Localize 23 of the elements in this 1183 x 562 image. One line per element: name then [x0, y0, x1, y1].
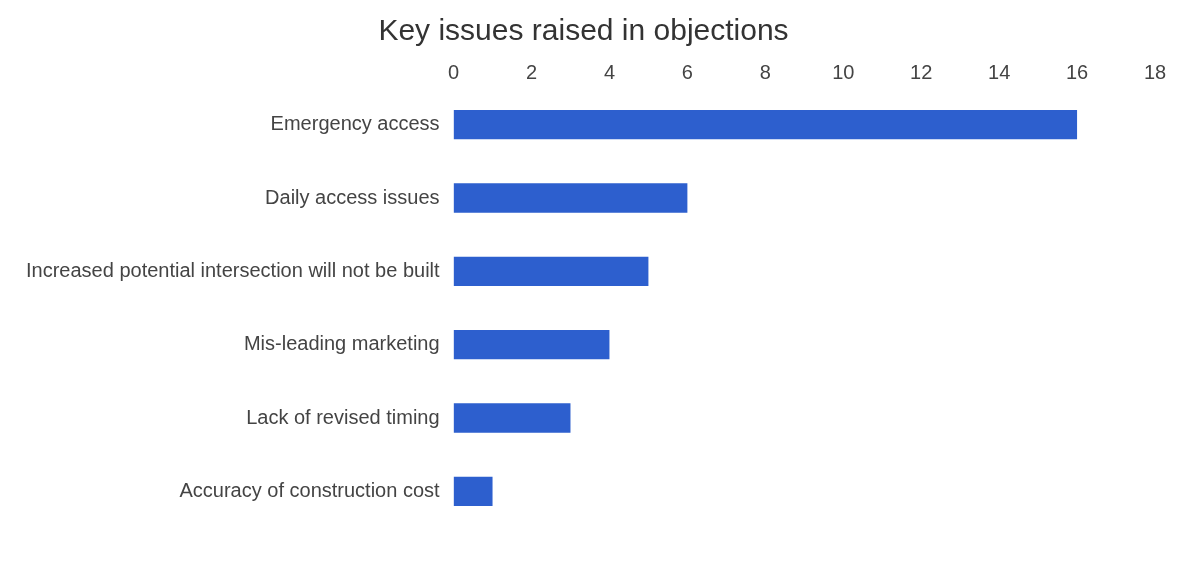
- x-tick-label: 18: [1143, 60, 1167, 83]
- x-tick-label: 4: [603, 60, 616, 83]
- bar: [453, 476, 493, 506]
- x-tick-label: 2: [525, 60, 538, 83]
- bar: [453, 403, 571, 433]
- bar: [453, 330, 610, 360]
- chart-title: Key issues raised in objections: [378, 13, 789, 47]
- y-tick-label: Daily access issues: [265, 185, 440, 208]
- y-tick-label: Increased potential intersection will not be built: [26, 258, 441, 281]
- x-tick-label: 10: [832, 60, 855, 83]
- bar: [453, 110, 1078, 140]
- y-tick-label: Mis-leading marketing: [243, 332, 440, 355]
- y-tick-label: Emergency access: [270, 112, 440, 135]
- y-tick-label: Lack of revised timing: [246, 405, 440, 428]
- x-tick-label: 14: [988, 60, 1011, 83]
- x-tick-label: 16: [1065, 60, 1089, 83]
- y-tick-label: Accuracy of construction cost: [179, 478, 441, 501]
- bar: [453, 183, 688, 213]
- x-tick-label: 8: [759, 60, 771, 83]
- x-tick-label: 0: [448, 60, 460, 83]
- x-tick-label: 6: [681, 60, 693, 83]
- x-tick-label: 12: [910, 60, 933, 83]
- bar: [453, 256, 649, 286]
